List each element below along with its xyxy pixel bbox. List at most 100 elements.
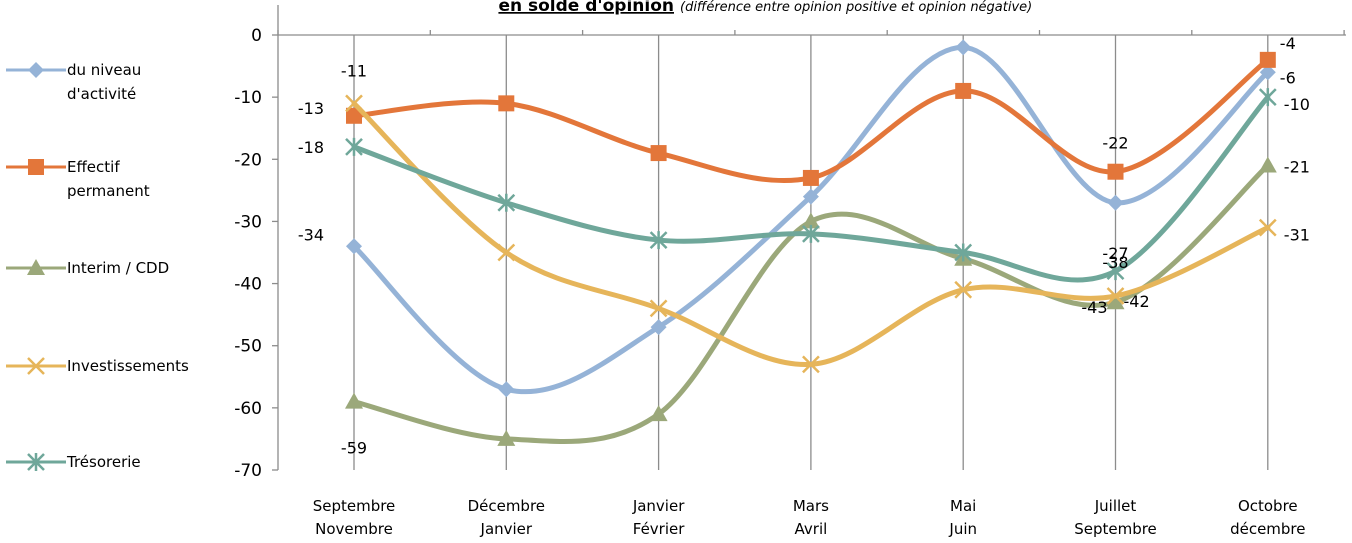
marker-diamond — [498, 381, 515, 398]
series-square — [346, 51, 1276, 186]
legend-item: Investissements — [6, 357, 189, 375]
data-point — [650, 319, 667, 336]
data-label: -42 — [1124, 292, 1150, 311]
x-tick-label: Février — [633, 520, 685, 538]
data-label: -10 — [1284, 95, 1310, 114]
marker-x — [954, 280, 973, 299]
marker-triangle — [497, 429, 516, 446]
data-point — [1259, 64, 1276, 81]
marker-diamond — [955, 39, 972, 56]
marker-diamond — [802, 188, 819, 205]
data-label: -4 — [1280, 34, 1296, 53]
legend-marker — [28, 159, 44, 175]
legend-label: Effectif — [67, 158, 120, 176]
data-point — [1258, 218, 1277, 237]
data-point — [650, 145, 667, 162]
marker-x — [497, 243, 516, 262]
legend-label: permanent — [67, 182, 150, 200]
marker-diamond — [1107, 194, 1124, 211]
data-point — [1107, 163, 1124, 180]
data-point — [345, 94, 363, 113]
data-point — [346, 107, 362, 124]
x-tick-label: décembre — [1230, 520, 1305, 538]
series-star — [345, 88, 1277, 283]
data-label: -22 — [1102, 134, 1128, 153]
data-label: -13 — [298, 99, 324, 118]
marker-square — [802, 169, 819, 186]
marker-star — [345, 137, 363, 156]
legend-marker — [27, 259, 45, 275]
marker-diamond — [1259, 64, 1276, 81]
data-point — [955, 39, 972, 56]
marker-diamond — [650, 319, 667, 336]
x-tick-label: Octobre — [1238, 497, 1298, 515]
y-axis-ticks: 0 -10 -20 -30 -40 -50 -60 -70 — [234, 26, 278, 481]
data-label: -59 — [341, 439, 367, 458]
x-tick-label: Janvier — [632, 497, 685, 515]
data-point — [498, 381, 515, 398]
data-label: -27 — [1102, 244, 1128, 263]
data-point — [1106, 262, 1125, 281]
data-label: -6 — [1280, 68, 1296, 87]
marker-x — [1258, 218, 1277, 237]
y-tick-label: -50 — [234, 337, 262, 357]
marker-square — [650, 145, 667, 162]
data-point — [801, 212, 820, 229]
data-point — [649, 299, 668, 318]
marker-x — [649, 299, 668, 318]
legend-marker — [27, 453, 45, 471]
data-label: -11 — [341, 61, 367, 80]
marker-diamond — [346, 238, 362, 255]
legend-marker — [27, 357, 45, 375]
marker-triangle — [649, 405, 668, 422]
data-point — [497, 429, 516, 446]
marker-star — [649, 231, 668, 250]
marker-star — [954, 243, 973, 262]
x-tick-label: Septembre — [313, 497, 396, 515]
y-tick-label: -40 — [234, 275, 262, 295]
data-point — [345, 392, 363, 409]
y-tick-label: -70 — [234, 461, 262, 481]
marker-star — [497, 193, 516, 212]
data-point — [802, 169, 819, 186]
y-tick-label: -10 — [234, 88, 262, 108]
x-tick-label: Mai — [950, 497, 976, 515]
marker-square — [498, 95, 515, 112]
x-axis-ticks: Septembre Novembre Décembre Janvier Janvier F… — [313, 497, 1306, 538]
marker-square — [28, 159, 44, 175]
data-point — [954, 280, 973, 299]
legend-item: Effectif permanent — [6, 158, 150, 200]
data-point — [802, 355, 820, 374]
marker-x — [345, 94, 363, 113]
marker-square — [346, 107, 362, 124]
y-tick-label: -60 — [234, 399, 262, 419]
marker-triangle — [1258, 156, 1277, 173]
marker-x — [1106, 287, 1125, 305]
marker-square — [955, 82, 972, 99]
data-label: -21 — [1284, 158, 1310, 177]
data-point — [954, 243, 973, 262]
data-point — [1106, 287, 1125, 305]
data-point — [802, 188, 819, 205]
legend: du niveau d'activité Effectif permanent Inte… — [6, 61, 189, 471]
data-label: -43 — [1081, 298, 1107, 317]
chart-subtitle: (différence entre opinion positive et op… — [680, 0, 1032, 15]
legend-label: du niveau — [67, 61, 141, 79]
data-label: -34 — [298, 225, 324, 244]
marker-star — [1258, 88, 1277, 107]
series-group — [345, 39, 1277, 446]
legend-item: Interim / CDD — [6, 259, 169, 277]
marker-triangle — [27, 259, 45, 275]
data-point — [649, 405, 668, 422]
data-label: -18 — [298, 138, 324, 157]
x-tick-label: Juin — [948, 520, 977, 538]
x-tick-label: Janvier — [480, 520, 533, 538]
marker-x — [802, 355, 820, 374]
series-x — [345, 94, 1277, 374]
x-tick-label: Décembre — [468, 497, 545, 515]
legend-label: Interim / CDD — [67, 259, 169, 277]
data-point — [497, 193, 516, 212]
data-point — [1259, 51, 1276, 68]
chart-title-main: en solde d'opinion — [498, 0, 674, 16]
